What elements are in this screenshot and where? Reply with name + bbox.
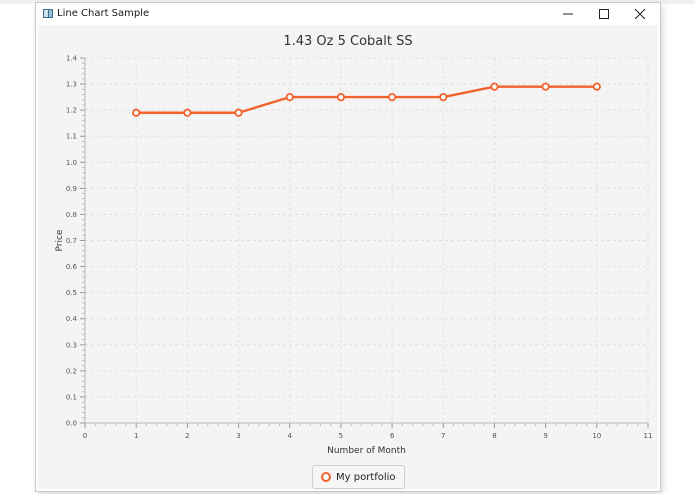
java-app-icon: [43, 9, 53, 18]
x-tick-label: 8: [492, 432, 496, 440]
data-point[interactable]: [439, 93, 448, 102]
data-point[interactable]: [336, 93, 346, 102]
y-tick-label: 1.1: [66, 133, 77, 141]
y-tick-label: 1.2: [66, 107, 77, 115]
x-tick-label: 7: [441, 432, 445, 440]
data-point[interactable]: [541, 82, 550, 91]
y-tick-label: 1.0: [66, 159, 77, 167]
data-point[interactable]: [132, 108, 141, 117]
y-tick-label: 1.4: [66, 55, 78, 63]
y-tick-label: 1.3: [66, 81, 77, 89]
app-window: Line Chart Sample 1.43 Oz 5 Cobalt SS 0.…: [36, 3, 660, 491]
y-tick-label: 0.1: [66, 393, 77, 401]
chart-legend: My portfolio: [312, 465, 405, 489]
data-point[interactable]: [387, 93, 397, 102]
chart-title: 1.43 Oz 5 Cobalt SS: [283, 34, 413, 49]
minimize-icon: [563, 13, 573, 15]
y-tick-label: 0.6: [66, 263, 78, 271]
x-tick-label: 9: [543, 432, 547, 440]
y-axis-label: Price: [55, 229, 65, 251]
x-tick-label: 10: [592, 432, 601, 440]
maximize-button[interactable]: [586, 3, 622, 25]
close-icon: [635, 9, 645, 19]
data-point[interactable]: [183, 108, 192, 117]
y-tick-label: 0.3: [66, 341, 77, 349]
x-tick-label: 4: [287, 432, 292, 440]
y-tick-label: 0.2: [66, 367, 77, 375]
y-tick-label: 0.8: [66, 211, 77, 219]
x-tick-label: 11: [644, 432, 653, 440]
x-tick-label: 1: [134, 432, 138, 440]
minimize-button[interactable]: [550, 3, 586, 25]
maximize-icon: [599, 9, 609, 19]
x-tick-label: 5: [339, 432, 343, 440]
x-tick-label: 6: [390, 432, 395, 440]
window-title: Line Chart Sample: [57, 8, 150, 19]
data-point[interactable]: [490, 82, 499, 91]
line-chart: 0.0 0.1 0.2 0.3 0.4 0.5 0.6 0.7 0.8 0.9 1.0 1.1 1.2 1…: [55, 55, 653, 457]
legend-swatch-icon: [321, 472, 331, 482]
y-tick-label: 0.7: [66, 237, 77, 245]
data-point[interactable]: [285, 93, 294, 102]
x-tick-label: 3: [236, 432, 240, 440]
y-tick-label: 0.4: [66, 315, 78, 323]
y-tick-label: 0.5: [66, 289, 77, 297]
series-line: [136, 85, 597, 114]
y-tick-label: 0.9: [66, 185, 77, 193]
x-tick-label: 0: [83, 432, 87, 440]
y-tick-label: 0.0: [66, 420, 77, 428]
background-strip: [0, 0, 695, 4]
chart-pane: 1.43 Oz 5 Cobalt SS 0.0 0.1 0.2 0.3 0.4 0.5 0.…: [38, 25, 658, 489]
x-axis-label: Number of Month: [327, 446, 406, 456]
legend-label: My portfolio: [336, 471, 396, 483]
data-point[interactable]: [234, 108, 243, 117]
close-button[interactable]: [622, 3, 658, 25]
x-tick-label: 2: [185, 432, 189, 440]
data-point[interactable]: [592, 82, 601, 91]
title-bar: Line Chart Sample: [36, 3, 660, 25]
